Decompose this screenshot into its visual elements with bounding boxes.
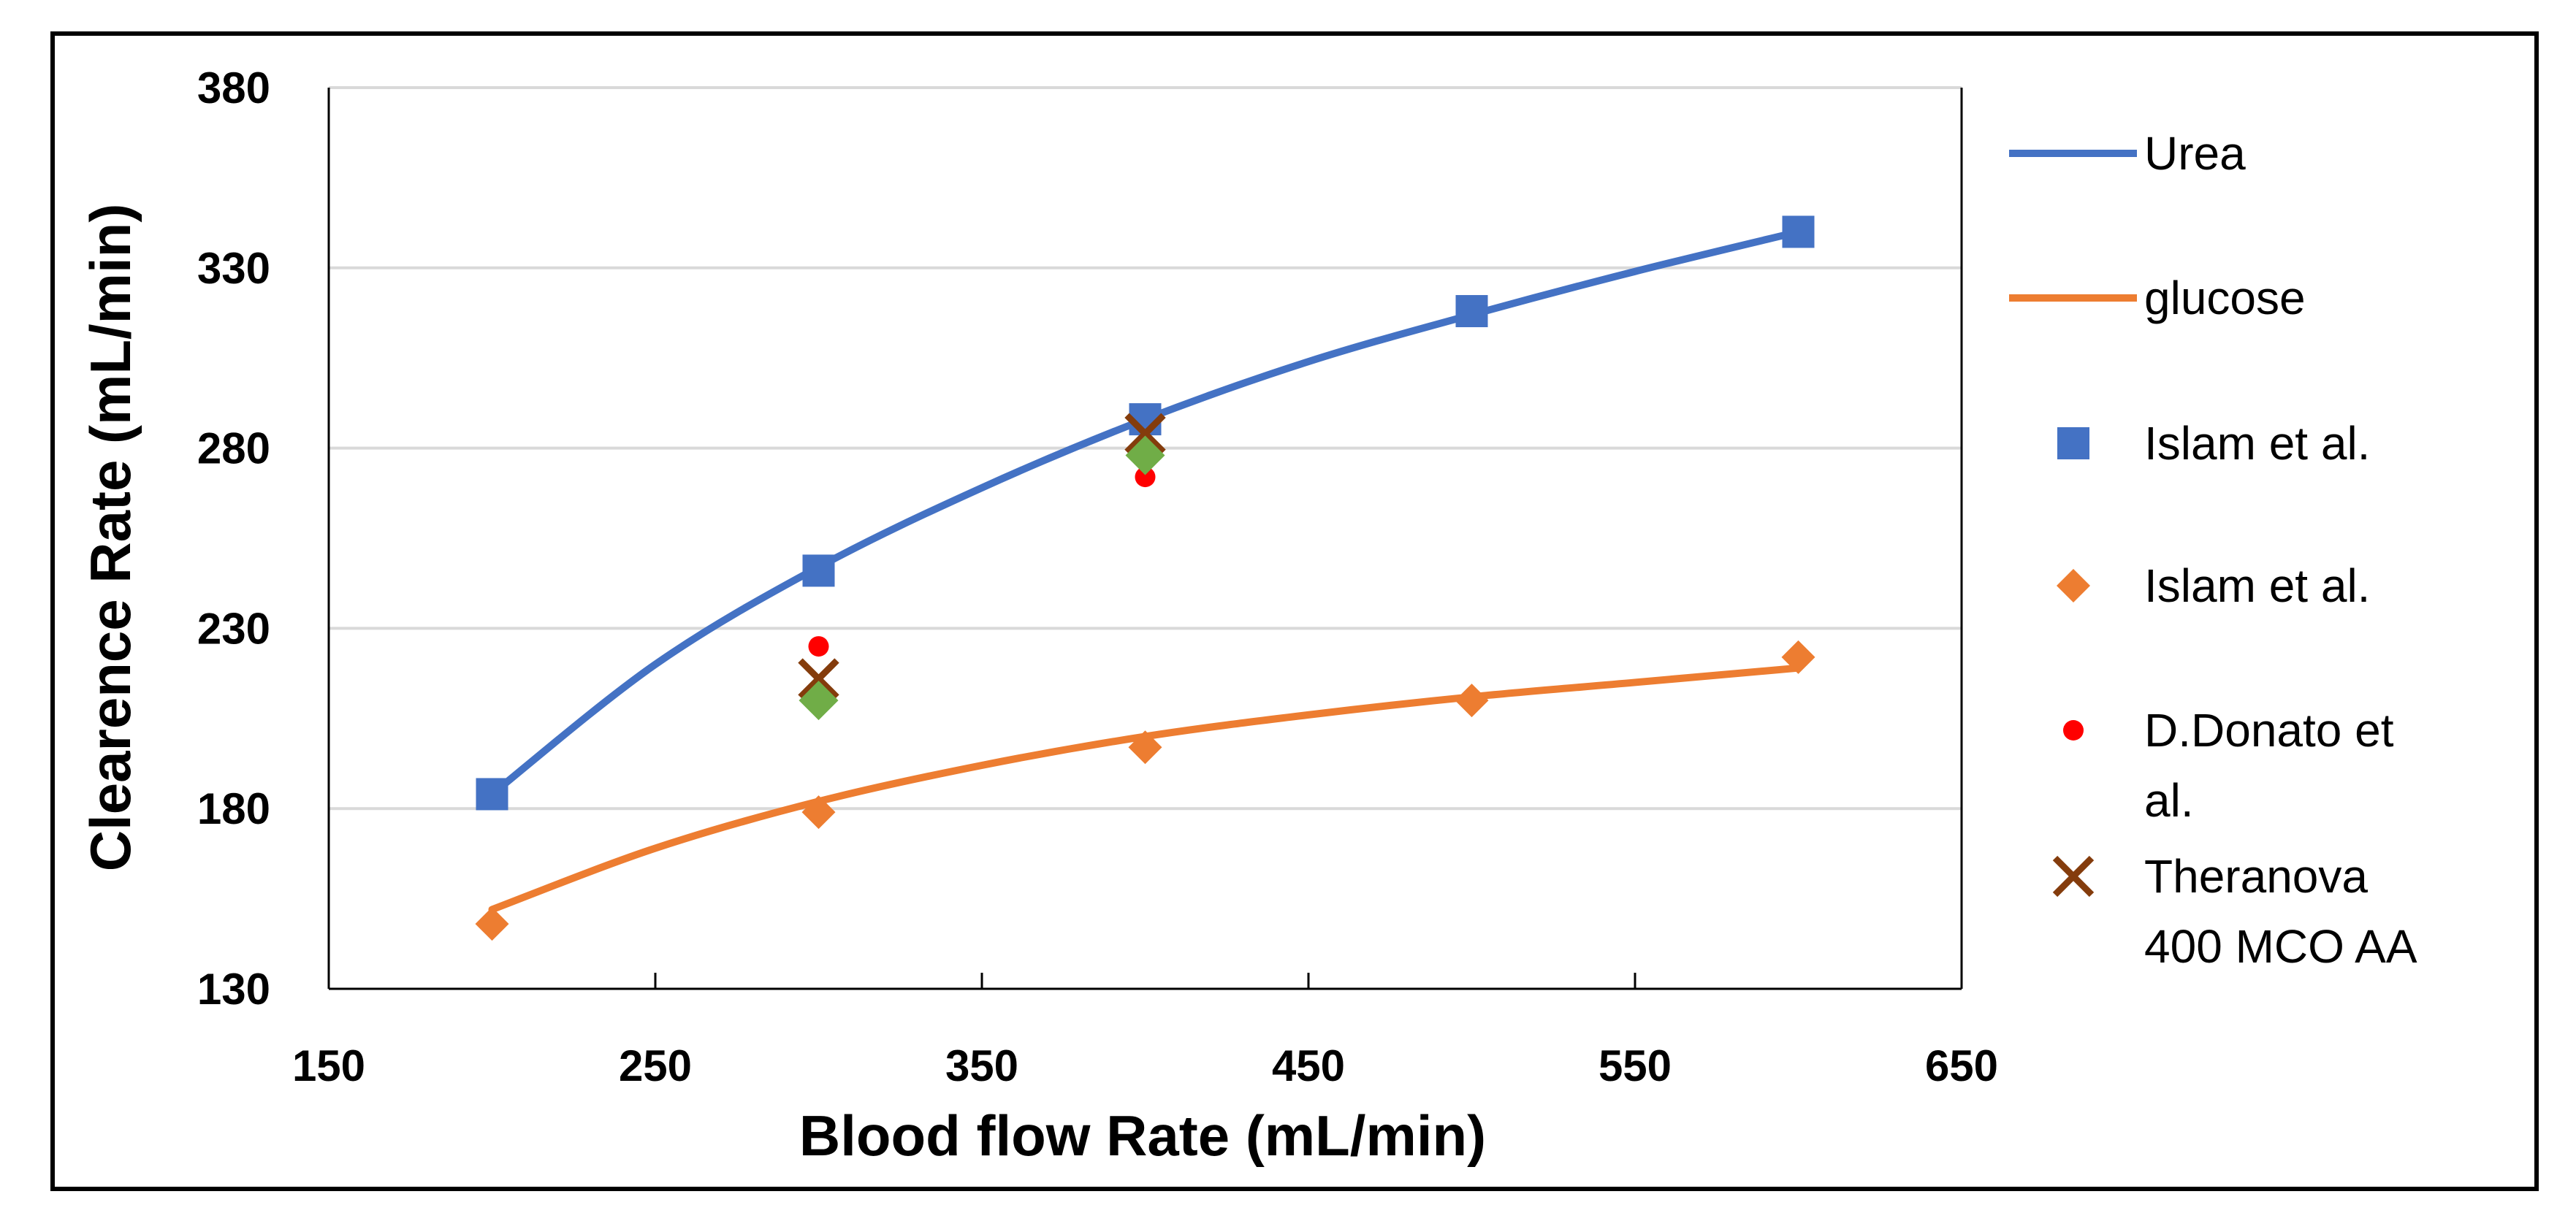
green-diamond-point [1125, 435, 1165, 475]
legend-donato-label: al. [2144, 774, 2194, 827]
chart-frame [50, 31, 2539, 1191]
x-tick-label: 250 [619, 1041, 692, 1090]
square-point [1455, 295, 1488, 328]
square-point [802, 554, 835, 587]
y-tick-label: 280 [197, 424, 270, 473]
axes [327, 88, 1963, 990]
y-tick-label: 330 [197, 244, 270, 293]
legend-theranova-label: Theranova [2144, 850, 2368, 903]
x-tick-label: 550 [1598, 1041, 1672, 1090]
dot-point [808, 636, 829, 657]
square-point [1782, 215, 1815, 248]
y-tick-label: 180 [197, 784, 270, 833]
diamond-point [1455, 684, 1489, 718]
legend-islam-glucose-label: Islam et al. [2144, 559, 2370, 612]
legend: Urea glucose Islam et al. Islam et al. D.Don… [2009, 127, 2417, 973]
y-tick-labels: 130 180 230 280 330 380 [197, 64, 270, 1014]
legend-islam-urea-label: Islam et al. [2144, 417, 2370, 470]
y-tick-label: 130 [197, 965, 270, 1014]
x-point [798, 658, 839, 700]
legend-theranova-label: 400 MCO AA [2144, 920, 2417, 973]
data-markers [475, 215, 1815, 941]
x-tick-label: 150 [292, 1041, 365, 1090]
legend-glucose-label: glucose [2144, 272, 2306, 324]
legend-urea-label: Urea [2144, 127, 2246, 180]
x-tick-label: 450 [1272, 1041, 1345, 1090]
legend-donato-dot [2063, 720, 2084, 741]
y-axis-title: Clearence Rate (mL/min) [78, 204, 142, 872]
x-point [1124, 413, 1166, 455]
gridlines [329, 86, 1962, 811]
diamond-point [801, 795, 836, 830]
y-tick-label: 380 [197, 64, 270, 112]
legend-donato-label: D.Donato et [2144, 704, 2394, 757]
x-tick-labels: 150 250 350 450 550 650 [292, 1041, 1998, 1090]
x-tick-label: 350 [945, 1041, 1018, 1090]
x-tick-label: 650 [1925, 1041, 1998, 1090]
green-diamond-point [799, 681, 839, 721]
square-point [476, 778, 508, 811]
y-tick-label: 230 [197, 604, 270, 653]
legend-islam-diamond [2057, 569, 2090, 602]
diamond-point [475, 907, 509, 941]
x-axis-title: Blood flow Rate (mL/min) [799, 1103, 1486, 1168]
dot-point [1135, 467, 1156, 488]
legend-islam-square [2057, 427, 2089, 459]
diamond-point [1781, 640, 1815, 674]
diamond-point [1128, 730, 1162, 765]
legend-theranova-x [2052, 855, 2095, 898]
